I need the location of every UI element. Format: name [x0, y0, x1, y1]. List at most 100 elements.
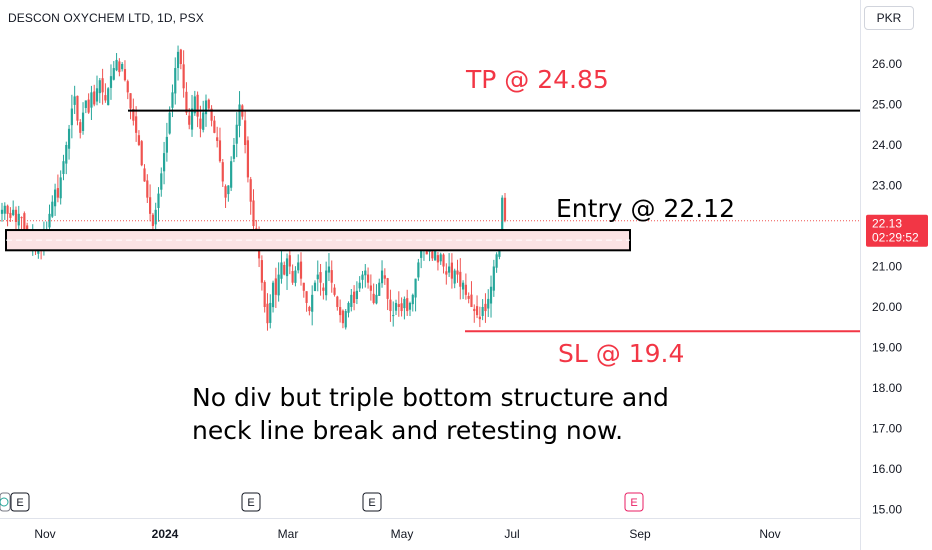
candle-body: [266, 303, 269, 324]
candle-body: [313, 282, 317, 292]
candle-body: [121, 64, 124, 70]
candle-body: [291, 271, 294, 283]
price-tick-label: 21.00: [872, 260, 902, 274]
candle-body: [473, 308, 476, 312]
candle-body: [14, 209, 18, 222]
candle-body: [6, 205, 9, 214]
event-marker-label: E: [247, 497, 254, 509]
candle-body: [311, 294, 314, 312]
event-marker-earnings-2[interactable]: E: [241, 492, 261, 512]
time-tick-label: 2024: [152, 527, 179, 541]
candle-body: [333, 287, 336, 295]
analysis-note: No div but triple bottom structure and n…: [192, 381, 752, 447]
candle-body: [132, 109, 135, 121]
candle-body: [411, 294, 414, 305]
candle-body: [53, 189, 57, 207]
candle-body: [70, 108, 73, 126]
price-tick-label: 26.00: [872, 57, 902, 71]
candle-body: [216, 137, 219, 141]
candle-body: [104, 95, 107, 101]
candle-body: [475, 306, 479, 316]
candle-body: [322, 287, 325, 291]
event-marker-earnings-1[interactable]: E: [10, 492, 30, 512]
candle-body: [73, 96, 76, 105]
time-tick-label: May: [391, 527, 414, 541]
candle-body: [448, 266, 451, 273]
candle-body: [344, 311, 347, 328]
candle-body: [478, 316, 481, 320]
event-marker-earnings-3[interactable]: E: [362, 492, 382, 512]
candle-body: [316, 274, 319, 280]
event-marker-label: E: [16, 497, 23, 509]
candle-body: [249, 179, 252, 202]
candle-body: [149, 197, 152, 214]
candle-body: [501, 197, 504, 246]
currency-button[interactable]: PKR: [864, 6, 914, 30]
candle-body: [146, 180, 149, 198]
candle-body: [495, 254, 498, 268]
candle-body: [459, 271, 462, 287]
candle-body: [263, 282, 266, 307]
candle-body: [95, 88, 99, 102]
candle-body: [302, 282, 305, 291]
take-profit-label: TP @ 24.85: [465, 65, 609, 94]
candle-body: [397, 304, 400, 307]
candle-body: [115, 59, 118, 71]
candle-body: [207, 99, 210, 109]
candle-body: [269, 302, 272, 323]
candle-body: [199, 118, 202, 129]
candle-body: [123, 69, 127, 81]
entry-label: Entry @ 22.12: [556, 194, 735, 223]
candle-body: [56, 188, 59, 198]
candle-body: [230, 161, 233, 188]
symbol-title: DESCON OXYCHEM LTD, 1D, PSX: [8, 11, 204, 25]
price-tick-label: 23.00: [872, 179, 902, 193]
candle-body: [325, 270, 328, 296]
candle-body: [299, 261, 303, 279]
candle-body: [319, 272, 322, 283]
candle-body: [283, 265, 286, 275]
price-tick-label: 16.00: [872, 462, 902, 476]
candle-body: [157, 193, 160, 208]
candle-body: [408, 302, 412, 310]
candle-body: [481, 307, 484, 316]
candle-body: [182, 64, 185, 89]
candle-body: [59, 177, 62, 199]
event-marker-label: E: [368, 497, 375, 509]
candle-body: [350, 294, 353, 307]
candle-body: [353, 291, 356, 303]
candle-body: [9, 212, 12, 218]
candle-body: [23, 213, 26, 231]
candle-body: [252, 200, 255, 226]
candle-body: [403, 298, 406, 309]
time-tick-label: Sep: [629, 527, 651, 541]
time-tick-label: Nov: [759, 527, 780, 541]
candle-body: [445, 271, 448, 275]
candle-body: [84, 100, 87, 108]
event-marker-1[interactable]: [0, 492, 11, 512]
candle-body: [202, 112, 205, 130]
candle-body: [151, 214, 154, 226]
candle-body: [129, 93, 132, 109]
candle-body: [394, 302, 398, 311]
candle-body: [503, 197, 507, 221]
candle-body: [378, 282, 381, 296]
candle-body: [221, 162, 224, 182]
candle-body: [406, 298, 409, 312]
candle-body: [174, 68, 177, 94]
candle-body: [294, 270, 297, 283]
price-tick-label: 15.00: [872, 503, 902, 517]
candle-body: [118, 61, 121, 73]
candle-body: [288, 255, 291, 267]
event-marker-label: E: [630, 497, 637, 509]
candle-body: [62, 161, 65, 174]
candle-body: [162, 153, 166, 172]
candle-body: [436, 255, 440, 263]
candle-body: [489, 286, 493, 304]
event-marker-earnings-future[interactable]: E: [624, 492, 644, 512]
price-tick-label: 24.00: [872, 138, 902, 152]
time-tick-label: Mar: [278, 527, 299, 541]
bar-countdown: 02:29:52: [872, 231, 919, 245]
candle-body: [308, 307, 311, 312]
